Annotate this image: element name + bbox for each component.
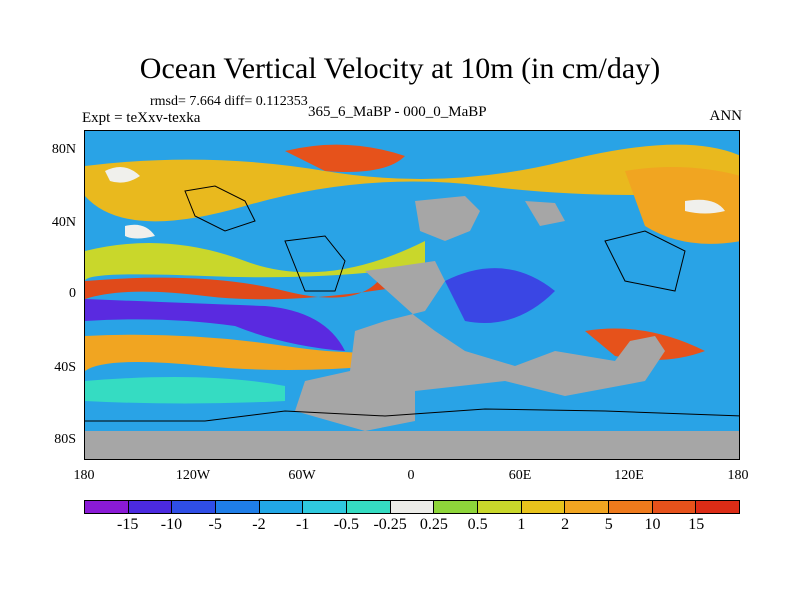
- colorbar-swatch: [347, 501, 391, 513]
- white-patch-2: [125, 224, 155, 239]
- lon-label-120w: 120W: [175, 468, 211, 483]
- colorbar-swatch: [478, 501, 522, 513]
- mid-yellow-band: [85, 241, 425, 281]
- pacific-orange-blob: [625, 167, 739, 244]
- colorbar-swatch: [85, 501, 129, 513]
- season-label: ANN: [709, 108, 743, 124]
- colorbar-label: -1: [295, 516, 310, 533]
- white-patch-3: [685, 199, 725, 214]
- south-orange-band: [85, 334, 425, 371]
- map-panel: [84, 130, 740, 460]
- lat-label-80s: 80S: [54, 432, 76, 447]
- coastline-3: [604, 230, 686, 292]
- colorbar-swatch: [434, 501, 479, 513]
- stats-text: rmsd= 7.664 diff= 0.112353: [150, 94, 308, 109]
- colorbar-swatch: [216, 501, 260, 513]
- lat-label-80n: 80N: [51, 142, 76, 157]
- indian-blue-blob: [445, 268, 555, 323]
- ocean-field-map: [85, 131, 739, 459]
- coastline-2: [284, 235, 346, 292]
- chart-title: Ocean Vertical Velocity at 10m (in cm/da…: [139, 52, 661, 85]
- coastline-4: [85, 408, 739, 422]
- colorbar-label: 0.5: [467, 516, 488, 533]
- land-mass-south-america: [295, 261, 665, 431]
- colorbar-swatch: [521, 501, 566, 513]
- colorbar-label: 0.25: [419, 516, 448, 533]
- colorbar-swatch: [172, 501, 217, 513]
- colorbar-label: -5: [208, 516, 222, 533]
- colorbar-swatch: [128, 501, 173, 513]
- colorbar-label: 15: [688, 516, 705, 533]
- land-mass-north: [525, 201, 565, 226]
- colorbar-label: 2: [561, 516, 570, 533]
- coastline-1: [184, 185, 256, 232]
- lon-label-180w: 180: [73, 468, 95, 483]
- southern-green-band: [85, 377, 285, 404]
- colorbar-swatch: [652, 501, 697, 513]
- land-mass-africa: [415, 196, 480, 241]
- colorbar-label: -0.5: [333, 516, 360, 533]
- lat-label-0: 0: [69, 286, 76, 301]
- colorbar-label: -2: [252, 516, 266, 533]
- colorbar-label: -10: [160, 516, 183, 533]
- land-mass-antarctica: [85, 431, 739, 459]
- north-orange-band: [85, 144, 739, 222]
- colorbar-swatch: [609, 501, 653, 513]
- colorbar-label: 10: [644, 516, 661, 533]
- colorbar-label: -0.25: [373, 516, 407, 533]
- lon-label-120e: 120E: [614, 468, 644, 483]
- colorbar-swatch: [390, 501, 435, 513]
- white-patch-1: [105, 167, 140, 183]
- lon-label-0: 0: [407, 468, 415, 483]
- lon-label-60e: 60E: [508, 468, 532, 483]
- case-label: 365_6_MaBP - 000_0_MaBP: [308, 104, 487, 120]
- colorbar-swatch: [565, 501, 610, 513]
- colorbar: [84, 500, 740, 514]
- lat-label-40n: 40N: [51, 215, 76, 230]
- experiment-label: Expt = teXxv-texka: [82, 110, 201, 126]
- colorbar-swatch: [303, 501, 348, 513]
- colorbar-swatch: [696, 501, 740, 513]
- colorbar-label: 1: [517, 516, 526, 533]
- equatorial-red-band: [85, 271, 405, 300]
- lon-label-60w: 60W: [288, 468, 316, 483]
- colorbar-label: 5: [604, 516, 613, 533]
- north-red-blob: [285, 144, 405, 172]
- colorbar-swatch: [259, 501, 304, 513]
- colorbar-label: -15: [117, 516, 139, 533]
- lon-label-180e: 180: [727, 468, 749, 483]
- lat-label-40s: 40S: [54, 360, 76, 375]
- equatorial-purple-band: [85, 299, 345, 351]
